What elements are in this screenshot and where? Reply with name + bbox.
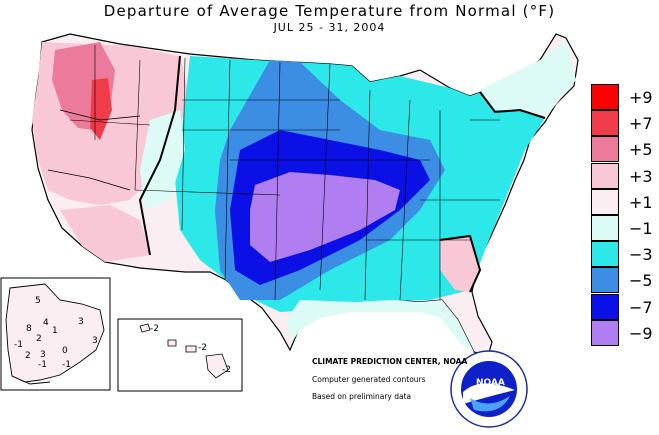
- slight-cool-northeast: [480, 40, 576, 118]
- alaska-value: 2: [36, 334, 42, 344]
- legend-swatch: [591, 110, 619, 137]
- legend-item: +7: [591, 110, 659, 137]
- legend-item: −7: [591, 293, 659, 320]
- hawaii-value: -2: [222, 365, 231, 375]
- legend-label: −1: [629, 218, 653, 238]
- hawaii-island: [185, 345, 197, 353]
- alaska-value: -1: [38, 360, 47, 370]
- legend-swatch: [591, 136, 619, 163]
- alaska-value: 1: [52, 326, 58, 336]
- legend-item: +1: [591, 188, 659, 215]
- hawaii-value: -2: [198, 343, 207, 353]
- warm-region-southwest: [60, 205, 150, 262]
- warm-region-idaho: [90, 78, 112, 140]
- legend-label: −5: [629, 271, 653, 291]
- contour-line: [59, 109, 141, 121]
- legend-swatch: [591, 241, 619, 268]
- legend-item: −1: [591, 214, 659, 241]
- credit-line2: Based on preliminary data: [312, 392, 412, 401]
- alaska-value: -1: [14, 340, 23, 350]
- hawaii-island: [205, 353, 229, 379]
- legend-label: +9: [629, 88, 653, 107]
- legend-swatch: [591, 162, 619, 189]
- credit-center: CLIMATE PREDICTION CENTER, NOAA: [312, 357, 468, 366]
- legend-label: −3: [629, 245, 653, 265]
- alaska-value: 8: [26, 324, 32, 334]
- alaska-outline: [5, 283, 105, 383]
- hawaii-island: [167, 339, 177, 347]
- state-borders: [69, 45, 500, 301]
- legend-item: +5: [591, 136, 659, 163]
- legend-swatch: [591, 188, 619, 215]
- legend-label: −7: [629, 297, 653, 317]
- contour-line: [439, 234, 482, 293]
- legend-item: +3: [591, 162, 659, 189]
- legend-label: −9: [629, 323, 653, 343]
- legend-label: +1: [629, 192, 653, 212]
- color-legend: +9 +7 +5 +3 +1 −1 −3 −5 −7 −9: [591, 84, 659, 346]
- contour-line: [479, 91, 546, 119]
- noaa-logo-text: NOAA: [476, 378, 505, 388]
- legend-item: −9: [591, 319, 659, 346]
- slight-cool-west: [140, 110, 185, 210]
- alaska-value: 4: [43, 318, 49, 328]
- map-date-range: JUL 25 - 31, 2004: [273, 21, 386, 34]
- alaska-value: -1: [62, 360, 71, 370]
- alaska-value: 3: [40, 350, 46, 360]
- hawaii-island: [139, 323, 151, 333]
- legend-swatch: [591, 293, 619, 320]
- legend-label: +3: [629, 166, 653, 186]
- alaska-value: 0: [62, 346, 68, 356]
- legend-swatch: [591, 214, 619, 241]
- legend-swatch: [591, 84, 619, 110]
- hawaii-inset: [117, 318, 243, 392]
- alaska-value: 2: [25, 351, 31, 361]
- alaska-value: 3: [92, 336, 98, 346]
- legend-label: +7: [629, 114, 653, 134]
- legend-label: +5: [629, 140, 653, 160]
- legend-swatch: [591, 319, 619, 346]
- alaska-value: 3: [78, 317, 84, 327]
- contour-line: [138, 55, 181, 256]
- legend-item: −3: [591, 241, 659, 268]
- cold-region-minus9: [250, 172, 400, 262]
- legend-item: −5: [591, 267, 659, 294]
- alaska-value: 5: [35, 296, 41, 306]
- legend-swatch: [591, 267, 619, 294]
- legend-item: +9: [591, 84, 659, 110]
- map-title: Departure of Average Temperature from No…: [103, 2, 556, 20]
- credit-line1: Computer generated contours: [312, 375, 426, 384]
- warm-pocket-southeast: [440, 236, 480, 292]
- alaska-inset: [0, 277, 111, 391]
- contour-line: [47, 169, 131, 191]
- hawaii-value: -2: [150, 324, 159, 334]
- slight-cool-gulf: [286, 300, 474, 352]
- noaa-logo: [450, 350, 528, 428]
